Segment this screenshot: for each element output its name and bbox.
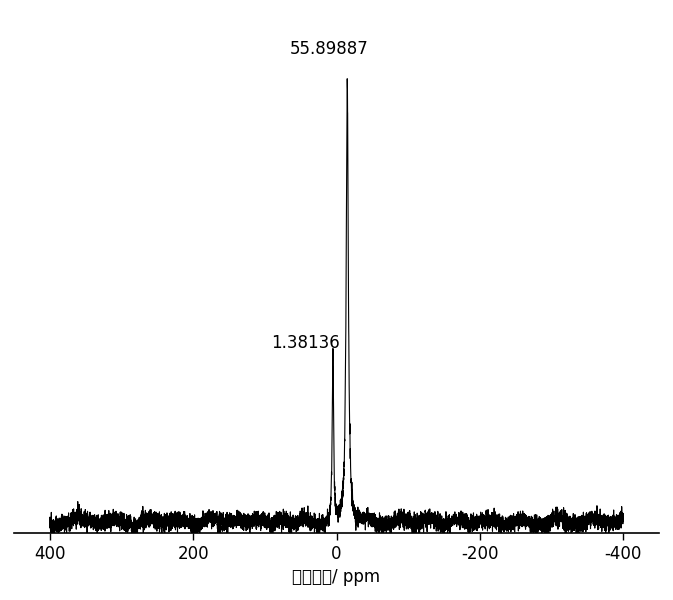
X-axis label: 化学位移/ ppm: 化学位移/ ppm (293, 568, 380, 586)
Text: 55.89887: 55.89887 (290, 40, 369, 58)
Text: 1.38136: 1.38136 (271, 334, 340, 352)
